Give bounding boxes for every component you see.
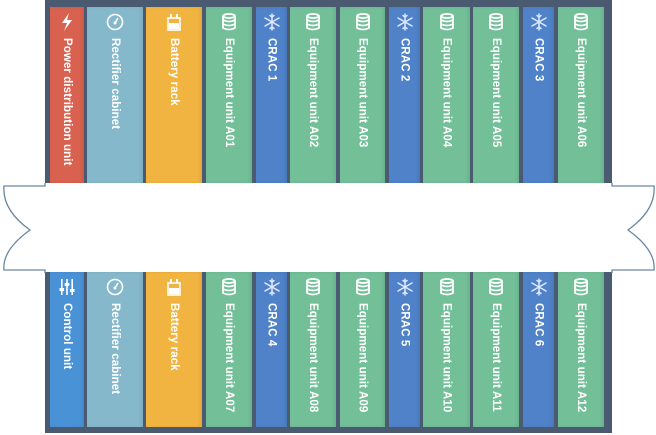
cabinet-label: Equipment unit A12 (575, 303, 587, 413)
cabinet-equipment-unit-a12[interactable]: Equipment unit A12 (558, 272, 604, 427)
snowflake-icon (396, 13, 414, 31)
cabinet-label: CRAC 5 (398, 303, 411, 347)
database-icon (438, 13, 456, 31)
cabinet-control-unit[interactable]: Control unit (50, 272, 84, 427)
cabinet-label: CRAC 6 (532, 303, 545, 347)
cabinet-equipment-unit-a08[interactable]: Equipment unit A08 (290, 272, 336, 427)
database-icon (354, 13, 372, 31)
cabinet-label: CRAC 4 (265, 303, 278, 347)
battery-icon (165, 13, 183, 31)
cabinet-equipment-unit-a06[interactable]: Equipment unit A06 (558, 7, 604, 183)
cabinet-equipment-unit-a05[interactable]: Equipment unit A05 (473, 7, 519, 183)
cabinet-crac-4[interactable]: CRAC 4 (256, 272, 287, 427)
cabinet-label: Equipment unit A06 (575, 38, 587, 148)
cabinet-equipment-unit-a01[interactable]: Equipment unit A01 (206, 7, 252, 183)
database-icon (487, 13, 505, 31)
cabinet-equipment-unit-a03[interactable]: Equipment unit A03 (340, 7, 385, 183)
cabinet-label: Equipment unit A03 (356, 38, 369, 148)
top-cabinet-row: Power distribution unit Rectifier cabinet… (45, 0, 612, 183)
cabinet-battery-rack[interactable]: Battery rack (146, 272, 202, 427)
database-icon (220, 278, 238, 296)
cabinet-label: Equipment unit A07 (223, 303, 235, 413)
cabinet-label: Battery rack (168, 303, 180, 371)
cabinet-label: CRAC 3 (532, 38, 545, 82)
cabinet-label: Power distribution unit (61, 38, 73, 166)
cabinet-label: Equipment unit A01 (223, 38, 235, 148)
cabinet-label: Equipment unit A02 (307, 38, 319, 148)
cabinet-label: Equipment unit A08 (307, 303, 319, 413)
database-icon (572, 13, 590, 31)
cabinet-label: CRAC 1 (265, 38, 278, 82)
cabinet-battery-rack[interactable]: Battery rack (146, 7, 202, 183)
database-icon (304, 13, 322, 31)
battery-icon (165, 278, 183, 296)
cabinet-equipment-unit-a10[interactable]: Equipment unit A10 (423, 272, 470, 427)
snowflake-icon (396, 278, 414, 296)
cabinet-crac-5[interactable]: CRAC 5 (389, 272, 420, 427)
cabinet-crac-2[interactable]: CRAC 2 (389, 7, 420, 183)
cabinet-equipment-unit-a02[interactable]: Equipment unit A02 (290, 7, 336, 183)
lightning-bolt-icon (58, 13, 76, 31)
cabinet-label: Equipment unit A09 (356, 303, 369, 413)
database-icon (220, 13, 238, 31)
cabinet-label: Equipment unit A05 (490, 38, 502, 148)
database-icon (572, 278, 590, 296)
cabinet-rectifier-cabinet[interactable]: Rectifier cabinet (87, 272, 143, 427)
snowflake-icon (263, 13, 281, 31)
cabinet-crac-1[interactable]: CRAC 1 (256, 7, 287, 183)
cabinet-equipment-unit-a09[interactable]: Equipment unit A09 (340, 272, 385, 427)
left-door (3, 183, 46, 273)
cabinet-equipment-unit-a07[interactable]: Equipment unit A07 (206, 272, 252, 427)
cabinet-label: Rectifier cabinet (109, 303, 121, 395)
cabinet-label: Equipment unit A11 (490, 303, 502, 412)
sliders-icon (58, 278, 76, 296)
cabinet-label: Rectifier cabinet (109, 38, 121, 130)
cabinet-equipment-unit-a11[interactable]: Equipment unit A11 (473, 272, 519, 427)
cabinet-power-distribution-unit[interactable]: Power distribution unit (50, 7, 84, 183)
cabinet-label: Equipment unit A10 (440, 303, 453, 413)
gauge-icon (106, 278, 124, 296)
cabinet-label: Control unit (61, 303, 73, 370)
cabinet-equipment-unit-a04[interactable]: Equipment unit A04 (423, 7, 470, 183)
database-icon (438, 278, 456, 296)
snowflake-icon (530, 278, 548, 296)
database-icon (354, 278, 372, 296)
bottom-cabinet-row: Control unit Rectifier cabinet Battery rac… (45, 272, 612, 433)
right-door (611, 183, 655, 273)
cabinet-crac-6[interactable]: CRAC 6 (523, 272, 554, 427)
snowflake-icon (263, 278, 281, 296)
snowflake-icon (530, 13, 548, 31)
cabinet-label: Battery rack (168, 38, 180, 106)
database-icon (487, 278, 505, 296)
cabinet-crac-3[interactable]: CRAC 3 (523, 7, 554, 183)
database-icon (304, 278, 322, 296)
cabinet-rectifier-cabinet[interactable]: Rectifier cabinet (87, 7, 143, 183)
cabinet-label: Equipment unit A04 (440, 38, 453, 148)
gauge-icon (106, 13, 124, 31)
cabinet-label: CRAC 2 (398, 38, 411, 82)
